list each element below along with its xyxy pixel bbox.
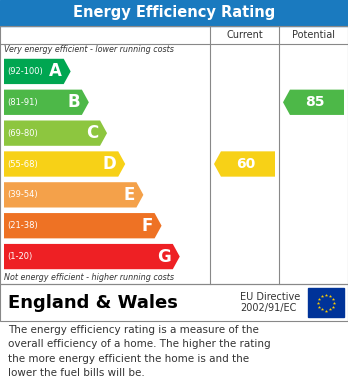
Polygon shape: [214, 151, 275, 177]
Text: Potential: Potential: [292, 30, 335, 40]
Text: (55-68): (55-68): [7, 160, 38, 169]
Polygon shape: [283, 90, 344, 115]
Bar: [308, 288, 344, 317]
Text: Not energy efficient - higher running costs: Not energy efficient - higher running co…: [4, 273, 174, 283]
Text: The energy efficiency rating is a measure of the
overall efficiency of a home. T: The energy efficiency rating is a measur…: [8, 325, 271, 378]
Text: C: C: [86, 124, 98, 142]
Text: (39-54): (39-54): [7, 190, 38, 199]
Text: (81-91): (81-91): [7, 98, 38, 107]
Text: Current: Current: [226, 30, 263, 40]
Text: (92-100): (92-100): [7, 67, 43, 76]
Text: (69-80): (69-80): [7, 129, 38, 138]
Polygon shape: [4, 244, 180, 269]
Text: 60: 60: [237, 157, 256, 171]
Text: 85: 85: [306, 95, 325, 109]
Text: 2002/91/EC: 2002/91/EC: [240, 303, 296, 312]
Bar: [0, 0, 348, 26]
Bar: [0, 26, 348, 284]
Text: (21-38): (21-38): [7, 221, 38, 230]
Polygon shape: [4, 59, 71, 84]
Polygon shape: [4, 151, 125, 177]
Text: B: B: [67, 93, 80, 111]
Text: G: G: [157, 248, 171, 265]
Text: (1-20): (1-20): [7, 252, 32, 261]
Polygon shape: [4, 213, 161, 239]
Text: Very energy efficient - lower running costs: Very energy efficient - lower running co…: [4, 45, 174, 54]
Text: E: E: [123, 186, 134, 204]
Text: D: D: [103, 155, 116, 173]
Polygon shape: [4, 120, 107, 146]
Polygon shape: [4, 182, 143, 208]
Bar: [0, 284, 348, 321]
Polygon shape: [4, 90, 89, 115]
Text: England & Wales: England & Wales: [8, 294, 178, 312]
Text: EU Directive: EU Directive: [240, 292, 300, 303]
Text: F: F: [141, 217, 153, 235]
Text: A: A: [49, 63, 62, 81]
Text: Energy Efficiency Rating: Energy Efficiency Rating: [73, 5, 275, 20]
